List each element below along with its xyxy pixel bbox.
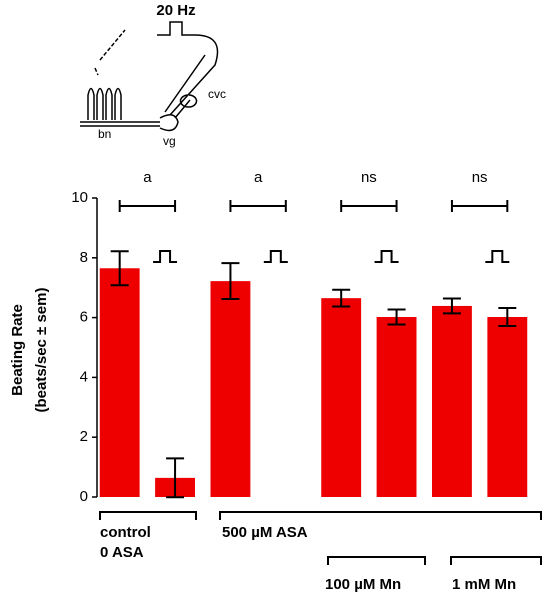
condition-label: control	[100, 524, 151, 541]
stimulus-icon	[374, 250, 399, 263]
y-tick-label: 8	[80, 249, 88, 266]
stimulus-label: 20 Hz	[156, 2, 195, 19]
stimulus-icon	[263, 250, 288, 263]
stimulus-icon	[153, 250, 178, 263]
stimulus-pulse	[157, 21, 195, 36]
electrode	[94, 29, 126, 76]
condition-label: 1 mM Mn	[452, 576, 516, 593]
error-bar	[166, 457, 185, 499]
y-tick-label: 2	[80, 428, 88, 445]
significance-bracket	[118, 200, 177, 212]
error-bar	[387, 308, 406, 326]
diagram: 20 Hz cvc bn vg	[80, 2, 226, 148]
bar	[432, 305, 472, 497]
bar	[376, 317, 417, 497]
bar	[210, 281, 251, 497]
nerve-trunk	[80, 99, 191, 132]
y-tick-label: 6	[80, 309, 88, 326]
y-axis-label: Beating Rate	[9, 304, 26, 396]
error-bar	[332, 288, 351, 308]
annotation: ns	[472, 169, 488, 186]
bar	[321, 298, 362, 497]
y-axis-label: (beats/sec ± sem)	[33, 288, 50, 413]
nerve	[164, 34, 219, 116]
significance-bracket	[229, 200, 287, 212]
error-bar	[442, 297, 461, 315]
annotation: ns	[361, 169, 377, 186]
significance-bracket	[450, 200, 509, 212]
error-bar	[498, 307, 517, 327]
bar	[99, 268, 140, 497]
error-bar	[221, 262, 240, 301]
y-tick-label: 10	[71, 189, 88, 206]
condition-bracket	[99, 511, 542, 565]
annotation: a	[254, 169, 263, 186]
stimulus-icon	[485, 250, 510, 263]
condition-label: 100 µM Mn	[325, 576, 401, 593]
diagram-label: vg	[163, 134, 176, 148]
error-bar	[110, 250, 129, 287]
spikes	[87, 87, 122, 120]
annotation: a	[143, 169, 152, 186]
significance-bracket	[340, 200, 398, 212]
condition-label: 0 ASA	[100, 544, 144, 561]
diagram-label: cvc	[208, 87, 226, 101]
y-tick-label: 4	[80, 368, 88, 385]
y-tick-label: 0	[80, 488, 88, 505]
diagram-label: bn	[98, 127, 111, 141]
condition-label: 500 µM ASA	[222, 524, 308, 541]
bar	[487, 317, 528, 497]
